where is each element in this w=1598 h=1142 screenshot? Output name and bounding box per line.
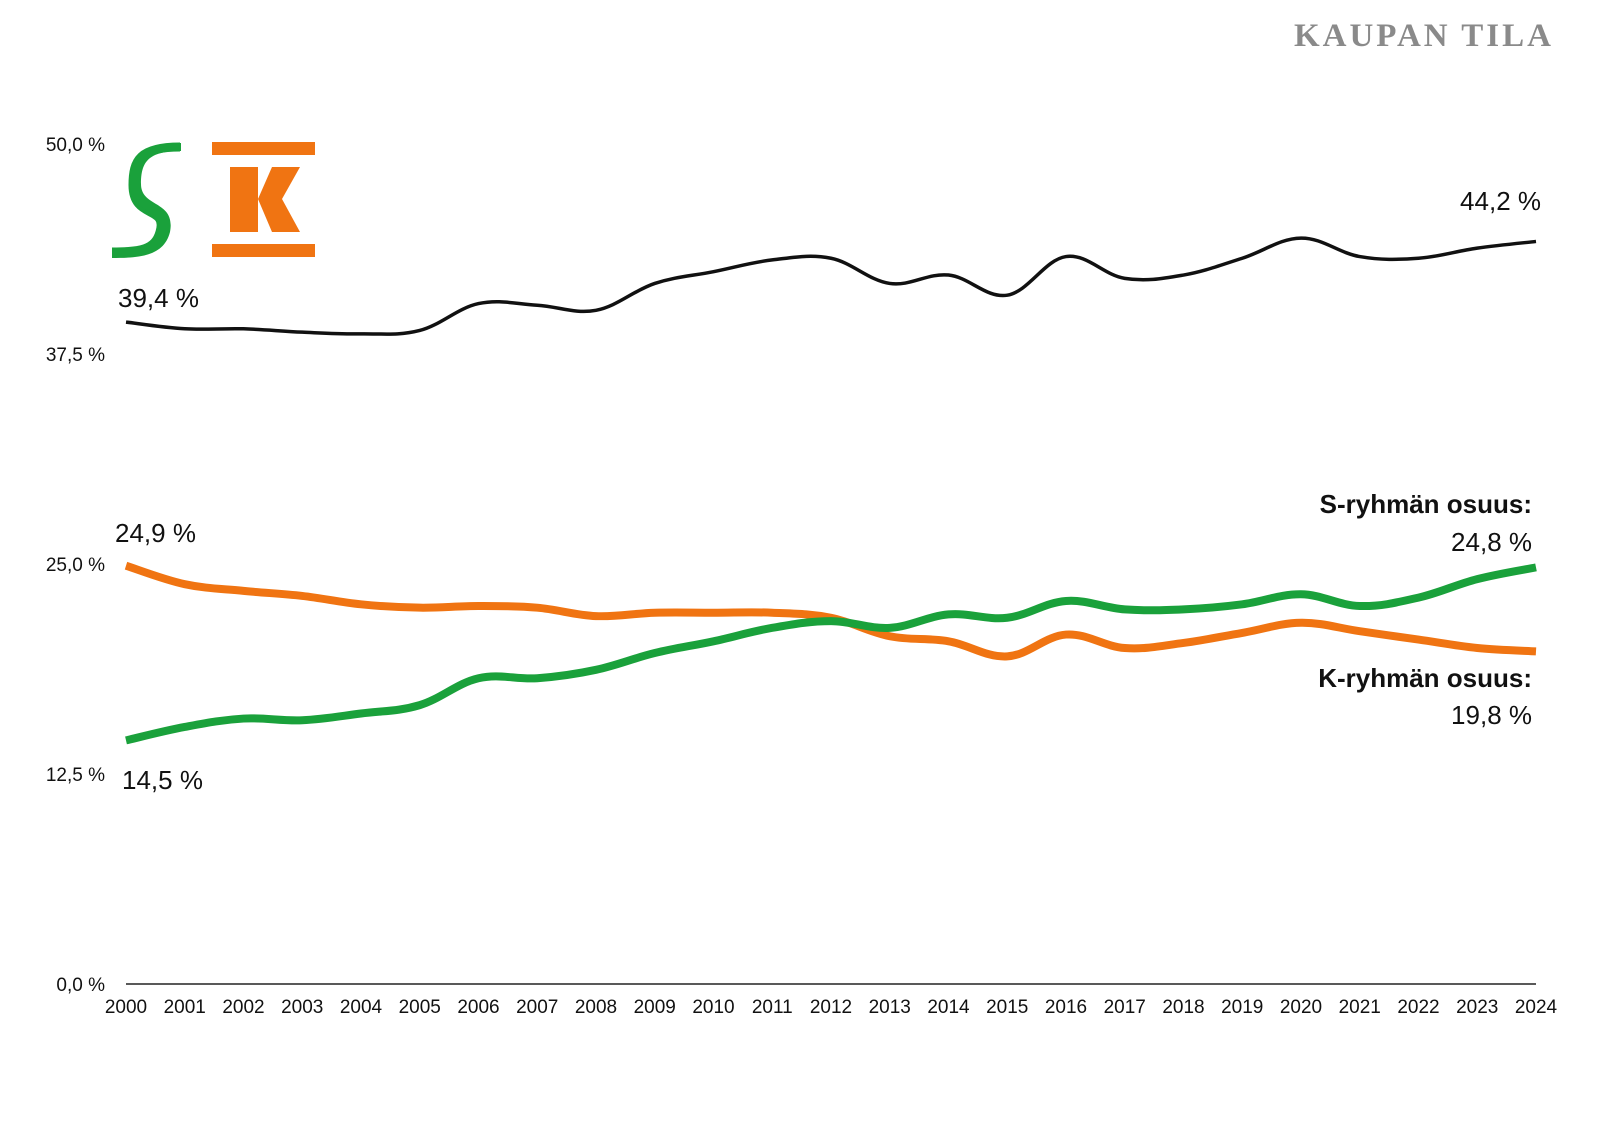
s-end-title: S-ryhmän osuus: bbox=[1320, 489, 1532, 519]
x-tick-label: 2006 bbox=[457, 997, 499, 1018]
s-end-value: 24,8 % bbox=[1451, 527, 1532, 557]
series-line-k-group bbox=[124, 561, 1537, 661]
s-group-logo: S bbox=[0, 0, 181, 258]
s-start-label: 14,5 % bbox=[122, 765, 203, 795]
series-line-s-group bbox=[125, 563, 1537, 745]
x-tick-label: 2005 bbox=[399, 997, 441, 1018]
series-lines bbox=[124, 236, 1537, 745]
x-tick-label: 2008 bbox=[575, 997, 617, 1018]
x-tick-label: 2011 bbox=[752, 997, 793, 1018]
combined-start-label: 39,4 % bbox=[118, 283, 199, 313]
combined-end-label: 44,2 % bbox=[1460, 186, 1541, 216]
x-tick-label: 2012 bbox=[810, 997, 852, 1018]
brand-title: KAUPAN TILA bbox=[1293, 18, 1554, 54]
x-tick-label: 2018 bbox=[1162, 997, 1204, 1018]
y-tick-label: 12,5 % bbox=[46, 765, 105, 786]
x-axis-ticks: 2000 2001 2002 2003 2004 2005 2006 2007 2008 2009… bbox=[105, 997, 1558, 1018]
x-tick-label: 2022 bbox=[1397, 997, 1439, 1018]
x-tick-label: 2020 bbox=[1280, 997, 1322, 1018]
x-tick-label: 2019 bbox=[1221, 997, 1263, 1018]
y-tick-label: 37,5 % bbox=[46, 345, 105, 366]
x-tick-label: 2015 bbox=[986, 997, 1028, 1018]
x-tick-label: 2002 bbox=[222, 997, 264, 1018]
series-line-combined bbox=[125, 236, 1537, 336]
x-tick-label: 2010 bbox=[692, 997, 734, 1018]
x-tick-label: 2016 bbox=[1045, 997, 1087, 1018]
x-tick-label: 2023 bbox=[1456, 997, 1498, 1018]
x-tick-label: 2007 bbox=[516, 997, 558, 1018]
k-group-logo: K bbox=[0, 0, 315, 257]
k-end-title: K-ryhmän osuus: bbox=[1318, 663, 1532, 693]
k-start-label: 24,9 % bbox=[115, 518, 196, 548]
x-tick-label: 2017 bbox=[1104, 997, 1146, 1018]
x-tick-label: 2001 bbox=[164, 997, 206, 1018]
s-logo-text: S bbox=[0, 0, 1, 1]
x-tick-label: 2000 bbox=[105, 997, 147, 1018]
x-tick-label: 2003 bbox=[281, 997, 323, 1018]
x-tick-label: 2014 bbox=[927, 997, 970, 1018]
x-tick-label: 2013 bbox=[869, 997, 911, 1018]
x-tick-label: 2021 bbox=[1339, 997, 1381, 1018]
y-axis-ticks: 0,0 % 12,5 % 25,0 % 37,5 % 50,0 % bbox=[46, 135, 105, 996]
y-tick-label: 50,0 % bbox=[46, 135, 105, 156]
y-tick-label: 0,0 % bbox=[56, 975, 105, 996]
x-tick-label: 2009 bbox=[634, 997, 676, 1018]
x-tick-label: 2024 bbox=[1515, 997, 1558, 1018]
y-tick-label: 25,0 % bbox=[46, 555, 105, 576]
k-logo-text: K bbox=[0, 0, 1, 1]
x-tick-label: 2004 bbox=[340, 997, 383, 1018]
k-end-value: 19,8 % bbox=[1451, 700, 1532, 730]
